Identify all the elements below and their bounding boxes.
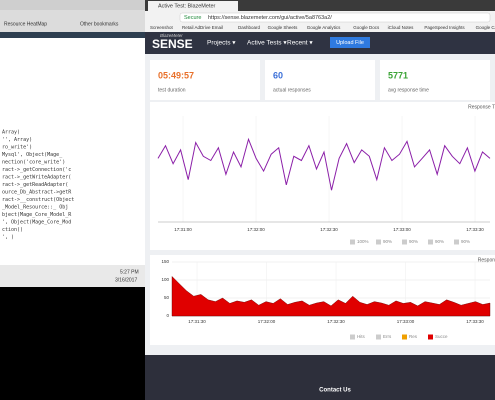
legend-label: Res — [409, 334, 418, 339]
code-line: ract->__construct(Object — [2, 197, 74, 203]
clock: 5:27 PM — [120, 269, 139, 275]
x-tick-label: 17:33:30 — [466, 319, 484, 324]
code-line: Array) — [2, 130, 20, 136]
bookmark[interactable]: Dashboard — [238, 25, 261, 30]
tab-title[interactable]: Active Test: BlazeMeter — [158, 3, 216, 9]
legend-label: Succe — [435, 334, 448, 339]
url[interactable]: https://sense.blazemeter.com/gui/active/… — [208, 15, 332, 21]
bookmark[interactable]: PageSpeed Insights — [424, 25, 465, 30]
chart-title: Respon — [478, 257, 495, 263]
left-tab[interactable]: Resource HeatMap — [4, 21, 47, 27]
code-line: ource_Db_Abstract->getR — [2, 190, 72, 196]
nav-item[interactable]: Projects ▾ — [207, 40, 236, 47]
card-label: test duration — [158, 87, 186, 93]
card-label: avg response time — [388, 87, 429, 93]
bookmark[interactable]: Google Docs — [353, 25, 380, 30]
x-tick-label: 17:33:30 — [466, 227, 484, 232]
x-tick-label: 17:32:00 — [247, 227, 265, 232]
legend-box[interactable] — [402, 239, 407, 245]
card — [150, 60, 260, 100]
code-line: Mysql', Object(Mage_ — [2, 152, 63, 158]
y-tick-label: 50 — [164, 295, 170, 300]
card-value: 5771 — [388, 70, 408, 80]
code-area — [0, 32, 145, 265]
code-line: '', Array) — [2, 137, 32, 143]
code-line: ', ) — [2, 235, 14, 241]
legend-label: 100% — [357, 239, 369, 244]
code-line: ro_write') — [2, 145, 32, 151]
secure-label: Secure — [184, 15, 201, 21]
x-tick-label: 17:31:00 — [174, 227, 192, 232]
code-line: _Model_Resource::_ Obj — [2, 205, 68, 211]
x-tick-label: 17:32:30 — [327, 319, 345, 324]
card-value: 05:49:57 — [158, 70, 194, 80]
y-tick-label: 150 — [161, 259, 169, 264]
taskbar — [0, 265, 145, 287]
card-value: 60 — [273, 70, 283, 80]
bookmark[interactable]: Retail AdDrive Email — [182, 25, 223, 30]
area-series — [171, 275, 491, 317]
legend-box[interactable] — [350, 334, 355, 340]
code-line: bject(Mage_Core_Model_R — [2, 212, 72, 218]
legend-box[interactable] — [376, 239, 381, 245]
nav-item[interactable]: Recent ▾ — [287, 40, 313, 47]
x-tick-label: 17:31:30 — [188, 319, 206, 324]
code-line: ', Object(Mage_Core_Mod — [2, 220, 71, 226]
legend-box[interactable] — [428, 334, 433, 340]
address-bar[interactable] — [179, 12, 491, 23]
footer-link[interactable]: Contact Us — [319, 388, 351, 394]
bookmark[interactable]: Google Sheets — [268, 25, 299, 30]
x-tick-label: 17:33:00 — [397, 319, 415, 324]
code-line: ract->_getReadAdapter( — [2, 182, 68, 188]
bookmark[interactable]: Google Analytics — [307, 25, 341, 30]
legend-box[interactable] — [376, 334, 381, 340]
footer — [145, 355, 495, 400]
legend-label: Errs — [383, 334, 392, 339]
card-label: actual responses — [273, 87, 311, 93]
legend-label: 90% — [409, 239, 418, 244]
x-tick-label: 17:32:30 — [320, 227, 338, 232]
brand-small: BlazeMeter — [160, 33, 183, 38]
line-series — [157, 137, 491, 191]
tab-strip — [145, 0, 495, 11]
legend-box[interactable] — [428, 239, 433, 245]
legend-label: 90% — [461, 239, 470, 244]
y-tick-label: 100 — [161, 277, 169, 282]
code-line: ract->_getConnection('c — [2, 167, 71, 173]
x-tick-label: 17:33:00 — [393, 227, 411, 232]
code-header — [0, 32, 145, 38]
legend-label: 90% — [435, 239, 444, 244]
legend-label: 90% — [383, 239, 392, 244]
card — [380, 60, 490, 100]
x-tick-label: 17:32:00 — [258, 319, 276, 324]
code-line: ract->_getWriteAdapter( — [2, 175, 71, 181]
legend-box[interactable] — [402, 334, 407, 340]
chart-title: Response T — [468, 104, 495, 110]
code-line: nection('core_write') — [2, 160, 65, 166]
bookmark[interactable]: iCloud Notes — [388, 25, 415, 30]
brand: SENSE — [152, 37, 193, 51]
left-bookmark[interactable]: Other bookmarks — [80, 21, 119, 27]
tab[interactable] — [148, 1, 238, 11]
card — [265, 60, 375, 100]
left-tabbar — [0, 0, 145, 10]
legend-box[interactable] — [454, 239, 459, 245]
nav-bar — [145, 32, 495, 54]
y-tick-label: 0 — [166, 313, 169, 318]
chart-panel — [150, 102, 495, 250]
legend-label: Hits — [357, 334, 365, 339]
bookmark[interactable]: Google Calendar — [476, 25, 495, 30]
bookmark[interactable]: Screenshot — [150, 25, 174, 30]
upload-label[interactable]: Upload File — [336, 40, 364, 46]
nav-item[interactable]: Active Tests ▾ — [247, 40, 287, 47]
code-line: ction() — [2, 227, 23, 233]
legend-box[interactable] — [350, 239, 355, 245]
upload-button[interactable] — [330, 37, 370, 48]
date: 3/16/2017 — [115, 277, 137, 283]
